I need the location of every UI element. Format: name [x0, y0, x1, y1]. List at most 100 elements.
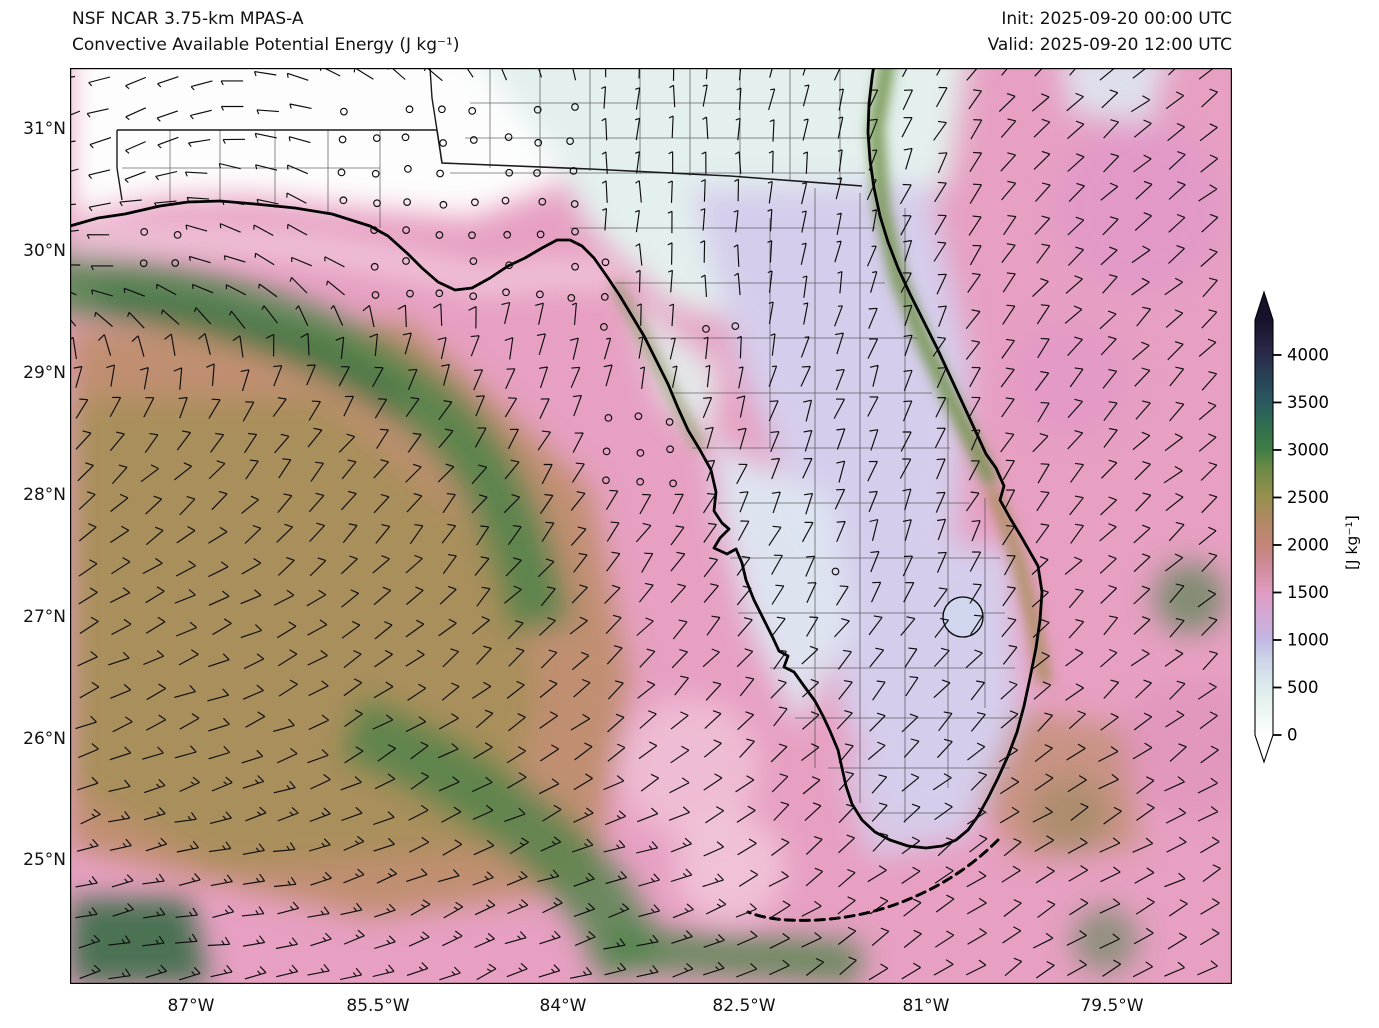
calm-wind-circle [571, 227, 579, 236]
lon-tick-label: 87°W [167, 996, 215, 1016]
calm-wind-circle [731, 322, 740, 330]
calm-wind-circle [340, 107, 348, 116]
map-frame [70, 68, 1232, 984]
colorbar-ticks: 0 500 1000 1500 2000 2500 3000 3500 4000 [1273, 345, 1329, 745]
calm-wind-circle [468, 107, 477, 115]
calm-wind-circle [601, 258, 610, 267]
lat-tick-label: 29°N [23, 363, 66, 383]
calm-wind-circle [405, 105, 414, 114]
colorbar-tick-label: 2000 [1287, 535, 1329, 554]
lat-tick-label: 28°N [23, 485, 66, 505]
coastline [70, 68, 1044, 922]
lat-tick-label: 26°N [23, 729, 66, 749]
lon-tick-label: 81°W [902, 996, 950, 1016]
calm-wind-circle [406, 289, 414, 298]
calm-wind-circle [469, 292, 478, 301]
calm-wind-circle [634, 412, 643, 421]
calm-wind-circle [439, 139, 447, 147]
colorbar-tick-label: 3000 [1287, 440, 1329, 459]
lat-tick-label: 25°N [23, 850, 66, 870]
calm-wind-circle [501, 196, 510, 205]
calm-wind-circle [471, 198, 479, 207]
colorbar-tick-label: 2500 [1287, 488, 1329, 507]
wind-barbs [70, 68, 1221, 981]
lat-tick-label: 31°N [23, 119, 66, 139]
calm-wind-circle [173, 231, 182, 239]
calm-wind-circle [438, 105, 446, 114]
calm-wind-circle [469, 257, 478, 265]
calm-wind-circle [600, 293, 609, 301]
lat-tick-label: 30°N [23, 241, 66, 261]
colorbar-outline [1254, 290, 1274, 764]
calm-wind-circle [602, 447, 611, 456]
calm-wind-circle [505, 168, 514, 177]
florida-keys [746, 838, 1000, 922]
calm-wind-circle [505, 261, 513, 270]
calm-wind-circle [370, 226, 378, 234]
calm-wind-circle [536, 290, 544, 299]
calm-wind-circle [571, 103, 579, 111]
colorbar-gradient [1255, 320, 1273, 735]
calm-wind-circle [503, 230, 512, 239]
lake-okeechobee [942, 596, 984, 638]
calm-wind-circle [140, 228, 149, 236]
cape-map-canvas [70, 68, 1232, 984]
calm-wind-circle [404, 165, 412, 173]
calm-wind-circle [502, 288, 510, 297]
colorbar-tick-label: 0 [1287, 726, 1298, 745]
colorbar-tick-label: 1500 [1287, 583, 1329, 602]
colorbar-lower-arrow [1255, 735, 1273, 762]
calm-wind-circle [669, 479, 677, 488]
lat-tick-label: 27°N [23, 607, 66, 627]
calm-wind-circle [504, 133, 513, 141]
calm-wind-circle [602, 476, 610, 485]
calm-wind-circle [402, 257, 410, 265]
calm-wind-circle [666, 445, 674, 454]
model-title: NSF NCAR 3.75-km MPAS-A [72, 9, 304, 29]
calm-wind-circle [468, 231, 476, 240]
calm-wind-circle [566, 137, 574, 145]
calm-wind-circle [533, 169, 541, 177]
colorbar-tick-label: 1000 [1287, 630, 1329, 649]
lon-tick-label: 85.5°W [346, 996, 410, 1016]
calm-wind-circle [401, 133, 410, 142]
calm-wind-circle [600, 323, 608, 331]
calm-wind-circle [435, 289, 444, 298]
calm-wind-circle [636, 477, 645, 486]
calm-wind-circle [604, 414, 613, 422]
calm-wind-circle [439, 200, 448, 209]
lon-tick-label: 82.5°W [712, 996, 776, 1016]
calm-wind-circle [571, 262, 579, 271]
calm-wind-circle [436, 169, 444, 178]
colorbar-upper-arrow [1255, 292, 1273, 320]
calm-wind-circle [402, 226, 410, 234]
calm-wind-circle [139, 259, 148, 268]
calm-wind-circle [536, 230, 545, 239]
colorbar: 0 500 1000 1500 2000 2500 3000 3500 4000 [J kg⁻¹… [1254, 290, 1361, 764]
calm-wind-circle [171, 259, 180, 267]
calm-wind-circle [337, 168, 346, 177]
calm-wind-circle [370, 262, 379, 271]
calm-wind-circle [373, 199, 381, 208]
calm-wind-circle [831, 567, 840, 576]
map-border [70, 68, 1232, 984]
calm-wind-circle [371, 291, 380, 299]
lon-tick-label: 84°W [539, 996, 587, 1016]
calm-wind-circle [339, 196, 348, 205]
calm-wind-circle [534, 138, 543, 147]
longitude-axis: 87°W 85.5°W 84°W 82.5°W 81°W 79.5°W [0, 996, 1379, 1024]
calm-wind-circle [469, 136, 478, 144]
calm-wind-circle [636, 449, 645, 457]
calm-wind-circle [533, 105, 542, 114]
state-borders [116, 68, 863, 201]
plot-time-block: Init: 2025-09-20 00:00 UTC Valid: 2025-09… [988, 6, 1232, 59]
calm-wind-circle [569, 167, 578, 175]
lon-tick-label: 79.5°W [1080, 996, 1144, 1016]
calm-wind-circle [702, 325, 710, 333]
latitude-axis: 31°N 30°N 29°N 28°N 27°N 26°N 25°N [8, 0, 66, 1028]
init-time: Init: 2025-09-20 00:00 UTC [1001, 9, 1232, 29]
calm-wind-circle [570, 200, 579, 208]
calm-wind-circle [338, 135, 347, 144]
product-title: Convective Available Potential Energy (J… [72, 35, 460, 56]
